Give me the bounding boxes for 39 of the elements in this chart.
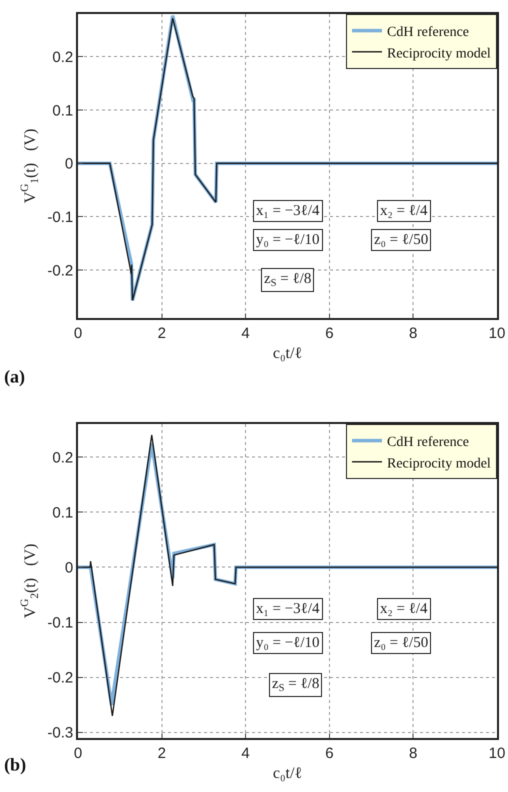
x-tick-label: 4 (241, 744, 250, 762)
legend-label: Reciprocity model (387, 46, 491, 62)
x-tick-label: 4 (241, 324, 250, 342)
text: (a) (4, 366, 26, 386)
x-tick-label: 2 (158, 324, 166, 342)
y-tick-label: -0.2 (47, 262, 74, 280)
y-tick-label: 0.2 (52, 48, 74, 66)
y-tick-label: 0.1 (52, 504, 74, 522)
y-tick-label: 0.2 (52, 449, 74, 466)
x-tick-label: 2 (158, 744, 166, 762)
annotation: z$_{S}$ = ℓ/8 (272, 676, 320, 694)
text: (b) (4, 754, 26, 775)
annotation: x₁ = −3ℓ/4 (256, 203, 320, 219)
x-axis-title: c₀t/ℓ (272, 344, 302, 362)
y-tick-label: 0 (64, 559, 74, 576)
x-tick-label: 6 (325, 744, 334, 762)
x-tick-label: 10 (488, 744, 506, 762)
x-tick-label: 6 (325, 324, 334, 342)
x-tick-label: 8 (409, 324, 418, 342)
x-tick-label: 8 (409, 744, 418, 762)
annotation: x₁ = −3ℓ/4 (256, 601, 320, 617)
annotation: y₀ = −ℓ/10 (256, 635, 320, 651)
legend-label: CdH reference (387, 25, 470, 40)
x-tick-label: 10 (488, 324, 506, 342)
legend-label: CdH reference (387, 435, 470, 450)
annotation: z₀ = ℓ/50 (374, 635, 428, 651)
y-tick-label: 0.1 (52, 102, 74, 120)
y-tick-label: 0 (64, 156, 74, 173)
annotation: z₀ = ℓ/50 (374, 232, 428, 248)
y-tick-label: -0.3 (47, 724, 74, 742)
annotation: y₀ = −ℓ/10 (256, 232, 320, 248)
annotation: x₂ = ℓ/4 (380, 601, 428, 617)
legend-label: Reciprocity model (387, 456, 491, 472)
y-tick-label: -0.1 (47, 614, 74, 632)
x-axis-title: c₀t/ℓ (272, 764, 302, 782)
annotation: z$_{S}$ = ℓ/8 (264, 271, 312, 290)
annotation: x₂ = ℓ/4 (380, 203, 428, 219)
y-tick-label: -0.1 (47, 208, 74, 226)
y-tick-label: -0.2 (47, 670, 74, 687)
